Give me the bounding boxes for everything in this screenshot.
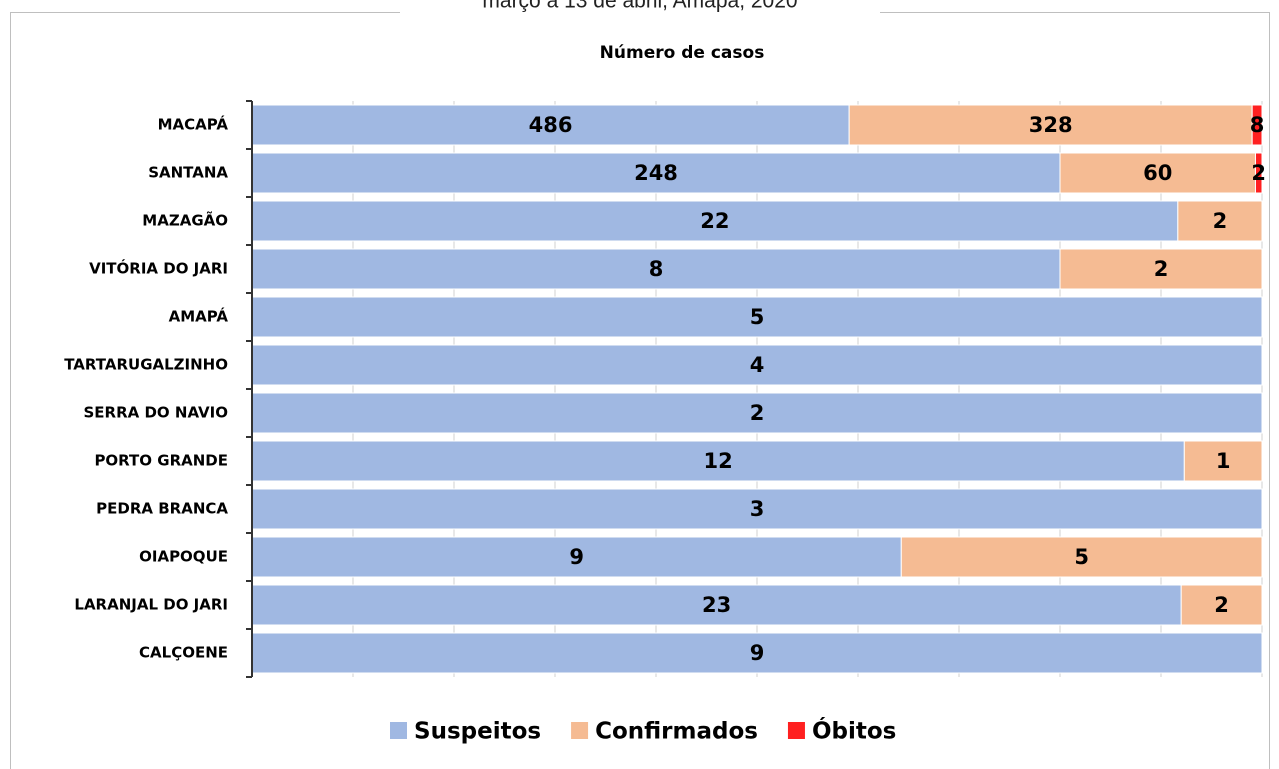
category-label: MACAPÁ xyxy=(158,115,229,134)
legend-label: Óbitos xyxy=(812,717,896,745)
data-label: 22 xyxy=(700,209,729,233)
data-label: 2 xyxy=(1154,257,1169,281)
bar-segment xyxy=(848,104,1253,146)
bar-segment xyxy=(1251,104,1263,146)
category-label: OIAPOQUE xyxy=(139,548,228,566)
chart-subtitle: Número de casos xyxy=(600,43,765,63)
data-label: 9 xyxy=(750,641,765,665)
bar-segment xyxy=(251,392,1263,434)
data-label: 9 xyxy=(569,545,584,569)
bar-segment xyxy=(251,104,850,146)
data-label: 5 xyxy=(1074,545,1089,569)
bar-segment xyxy=(251,632,1263,674)
data-label: 4 xyxy=(750,353,765,377)
data-label: 2 xyxy=(1251,161,1266,185)
category-label: MAZAGÃO xyxy=(142,211,228,230)
category-label: LARANJAL DO JARI xyxy=(74,596,228,614)
bar-segment xyxy=(251,584,1182,626)
legend-swatch xyxy=(787,722,805,739)
bar-segment xyxy=(1180,584,1263,626)
data-label: 8 xyxy=(649,257,664,281)
data-label: 248 xyxy=(634,161,678,185)
title-backdrop xyxy=(400,0,880,18)
data-label: 486 xyxy=(529,113,573,137)
bar-segment xyxy=(251,152,1061,194)
data-label: 328 xyxy=(1029,113,1073,137)
data-label: 2 xyxy=(1214,593,1229,617)
category-label: VITÓRIA DO JARI xyxy=(89,259,228,278)
category-label: PORTO GRANDE xyxy=(94,452,228,470)
category-label: PEDRA BRANCA xyxy=(96,500,228,518)
data-label: 2 xyxy=(1213,209,1228,233)
data-label: 1 xyxy=(1216,449,1231,473)
legend-label: Suspeitos xyxy=(414,719,541,745)
bar-segment xyxy=(251,536,902,578)
bar-segment xyxy=(251,296,1263,338)
category-label: SERRA DO NAVIO xyxy=(84,404,229,422)
data-label: 3 xyxy=(750,497,765,521)
legend-swatch xyxy=(390,722,407,739)
data-label: 60 xyxy=(1143,161,1172,185)
chart-title: março a 13 de abril, Amapá, 2020 xyxy=(482,0,797,13)
data-label: 8 xyxy=(1250,113,1265,137)
bar-segment xyxy=(251,488,1263,530)
data-label: 2 xyxy=(750,401,765,425)
category-label: CALÇOENE xyxy=(139,644,228,662)
data-label: 5 xyxy=(750,305,765,329)
legend-label: Confirmados xyxy=(595,719,758,745)
bar-segment xyxy=(1177,200,1263,242)
data-label: 12 xyxy=(704,449,733,473)
bar-segment xyxy=(900,536,1263,578)
bar-segment xyxy=(1254,152,1263,194)
bar-segment xyxy=(251,344,1263,386)
data-label: 23 xyxy=(702,593,731,617)
bar-segment xyxy=(251,248,1061,290)
legend-swatch xyxy=(571,722,589,739)
bar-segment xyxy=(1059,248,1263,290)
bar-segment xyxy=(1183,440,1263,482)
category-label: AMAPÁ xyxy=(169,307,229,326)
bar-segment xyxy=(1059,152,1256,194)
category-label: TARTARUGALZINHO xyxy=(64,356,228,374)
category-label: SANTANA xyxy=(148,164,228,182)
